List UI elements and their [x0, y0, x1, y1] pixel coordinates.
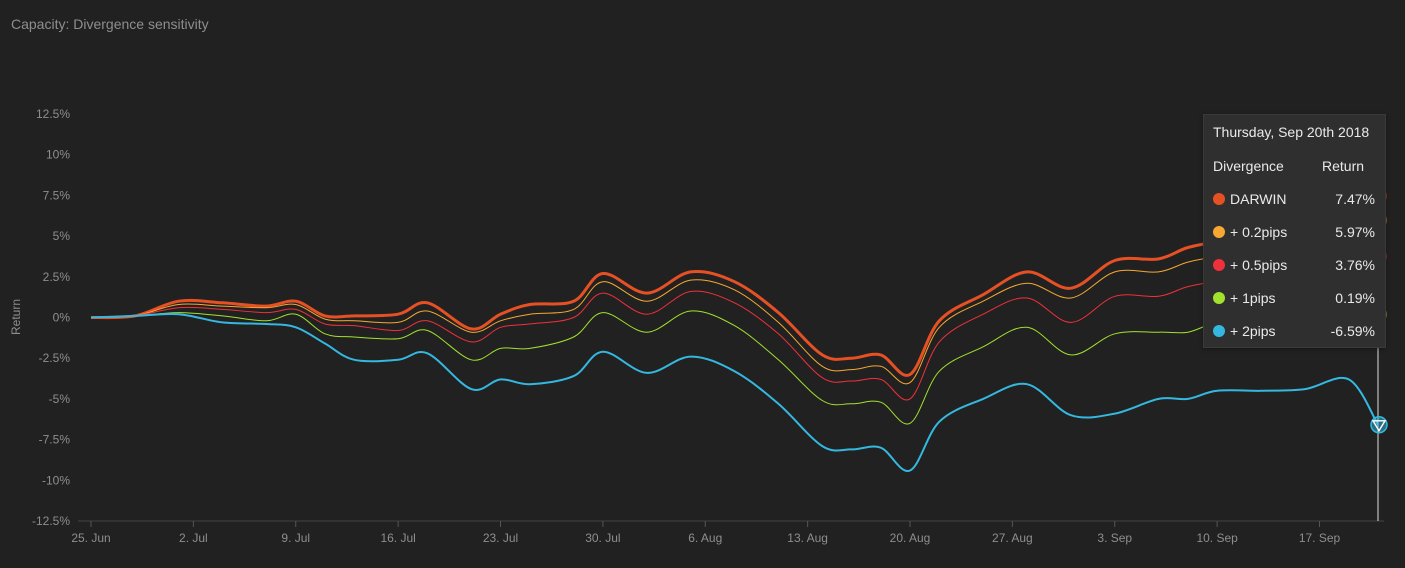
x-tick-label: 17. Sep	[1299, 531, 1341, 545]
x-axis: 25. Jun 2. Jul 9. Jul 16. Jul 23. Jul 30. Jul…	[71, 520, 1384, 545]
y-tick-label: 0%	[53, 311, 71, 325]
tooltip-row: + 1pips 0.19%	[1204, 288, 1385, 308]
tooltip-row-label: DARWIN	[1230, 191, 1287, 207]
series-color-dot	[1213, 259, 1225, 271]
y-tick-label: -7.5%	[39, 433, 71, 447]
down-triangle-icon	[1371, 420, 1387, 433]
series-color-dot	[1213, 193, 1225, 205]
x-tick-label: 6. Aug	[688, 531, 722, 545]
series-lines	[90, 194, 1379, 472]
y-axis-title: Return	[9, 299, 23, 335]
series-line	[90, 303, 1379, 425]
x-tick-label: 16. Jul	[380, 531, 415, 545]
chart-title: Capacity: Divergence sensitivity	[11, 16, 209, 32]
tooltip-row-value: 5.97%	[1335, 224, 1375, 240]
tooltip-date: Thursday, Sep 20th 2018	[1213, 124, 1370, 140]
tooltip-row-label: + 2pips	[1230, 323, 1276, 339]
x-tick-label: 10. Sep	[1196, 531, 1238, 545]
tooltip-row-value: 3.76%	[1335, 257, 1375, 273]
tooltip-row: + 0.2pips 5.97%	[1204, 222, 1385, 242]
x-tick-label: 13. Aug	[787, 531, 828, 545]
x-tick-label: 3. Sep	[1097, 531, 1132, 545]
tooltip-row-value: 7.47%	[1335, 191, 1375, 207]
series-line	[90, 255, 1379, 401]
x-tick-label: 25. Jun	[71, 531, 110, 545]
y-tick-label: 5%	[53, 229, 71, 243]
series-line	[90, 194, 1379, 377]
y-tick-label: -5%	[49, 392, 71, 406]
x-tick-label: 20. Aug	[890, 531, 931, 545]
series-color-dot	[1213, 226, 1225, 238]
tooltip-header-return: Return	[1322, 158, 1365, 174]
y-tick-label: -12.5%	[32, 514, 70, 528]
x-tick-label: 2. Jul	[179, 531, 208, 545]
hover-marker-ring	[1370, 416, 1388, 434]
x-tick-label: 23. Jul	[483, 531, 518, 545]
tooltip-row-label: + 0.5pips	[1230, 257, 1288, 273]
tooltip-row-value: -6.59%	[1330, 323, 1375, 339]
tooltip-row-label: + 1pips	[1230, 290, 1276, 306]
y-tick-label: 2.5%	[43, 270, 71, 284]
y-tick-label: 10%	[46, 148, 70, 162]
tooltip-row: DARWIN 7.47%	[1204, 189, 1385, 209]
x-tick-label: 30. Jul	[585, 531, 620, 545]
tooltip-row-label: + 0.2pips	[1230, 224, 1288, 240]
y-tick-label: 7.5%	[43, 188, 71, 202]
tooltip-row-value: 0.19%	[1335, 290, 1375, 306]
series-line	[90, 312, 1379, 472]
x-tick-label: 27. Aug	[992, 531, 1033, 545]
series-line	[90, 219, 1379, 385]
tooltip-row: + 2pips -6.59%	[1204, 321, 1385, 341]
x-tick-label: 9. Jul	[281, 531, 310, 545]
tooltip: Thursday, Sep 20th 2018 Divergence Retur…	[1203, 114, 1386, 348]
tooltip-header-divergence: Divergence	[1213, 158, 1284, 174]
tooltip-row: + 0.5pips 3.76%	[1204, 255, 1385, 275]
y-tick-label: -2.5%	[39, 351, 71, 365]
y-axis: -12.5% -10% -7.5% -5% -2.5% 0% 2.5% 5% 7.5% 10% 12…	[32, 107, 70, 528]
series-color-dot	[1213, 325, 1225, 337]
y-tick-label: -10%	[42, 473, 70, 487]
y-tick-label: 12.5%	[36, 107, 70, 121]
series-color-dot	[1213, 292, 1225, 304]
